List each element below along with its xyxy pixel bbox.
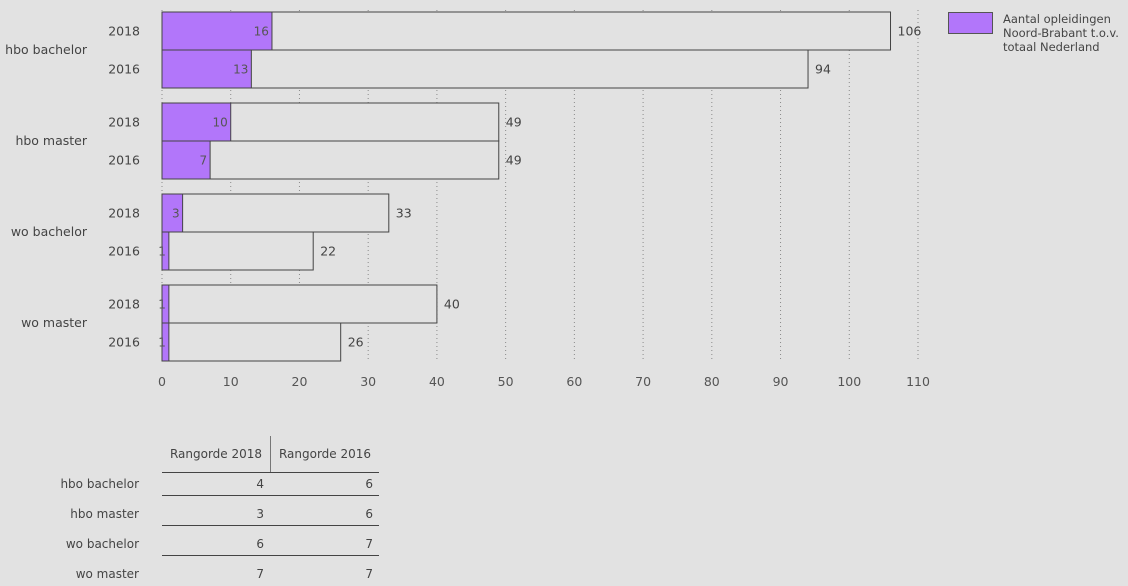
x-tick-label: 10 [223, 374, 239, 389]
part-value-label: 1 [158, 298, 166, 312]
year-label: 2016 [108, 153, 140, 168]
total-value-label: 49 [506, 153, 522, 168]
x-tick-label: 20 [292, 374, 308, 389]
rank-2016-value: 7 [365, 537, 373, 551]
x-tick-label: 70 [635, 374, 651, 389]
rank-row-label: hbo master [70, 507, 139, 521]
x-tick-label: 90 [773, 374, 789, 389]
part-bar [161, 102, 232, 142]
x-tick-label: 100 [837, 374, 861, 389]
total-value-label: 22 [320, 244, 336, 259]
rank-row-label: wo bachelor [65, 537, 139, 551]
year-label: 2016 [108, 335, 140, 350]
x-tick-label: 50 [498, 374, 514, 389]
rank-header-2018: Rangorde 2018 [162, 436, 271, 472]
part-value-label: 10 [212, 116, 227, 130]
rank-2018-value: 7 [256, 567, 264, 581]
rank-row: hbo master 3 6 [0, 502, 380, 526]
total-bar [161, 284, 438, 324]
row-divider [162, 495, 379, 496]
total-value-label: 49 [506, 115, 522, 130]
rank-header-2016: Rangorde 2016 [278, 447, 372, 461]
rank-2016-value: 7 [365, 567, 373, 581]
total-bar [161, 322, 342, 362]
group-label: wo master [21, 315, 88, 330]
part-bar [161, 49, 252, 89]
total-bar [161, 49, 809, 89]
x-tick-label: 80 [704, 374, 720, 389]
part-bar [161, 140, 211, 180]
row-divider [162, 555, 379, 556]
total-value-label: 94 [815, 62, 831, 77]
rank-row-label: wo master [75, 567, 139, 581]
rank-row-label: hbo bachelor [60, 477, 139, 491]
part-value-label: 1 [158, 336, 166, 350]
total-value-label: 40 [444, 297, 460, 312]
rank-2016-value: 6 [365, 477, 373, 491]
rank-table-top-rule [162, 472, 379, 473]
total-bar [161, 193, 390, 233]
group-label: wo bachelor [11, 224, 88, 239]
legend-label: Aantal opleidingen Noord-Brabant t.o.v. … [1003, 12, 1119, 54]
year-label: 2018 [108, 297, 140, 312]
part-value-label: 16 [254, 25, 269, 39]
rank-2018-value: 4 [256, 477, 264, 491]
part-value-label: 3 [172, 207, 180, 221]
rank-row: wo master 7 7 [0, 562, 380, 586]
part-bar [161, 231, 170, 271]
year-label: 2018 [108, 206, 140, 221]
year-label: 2018 [108, 115, 140, 130]
rank-2018-value: 6 [256, 537, 264, 551]
year-label: 2016 [108, 244, 140, 259]
year-label: 2018 [108, 24, 140, 39]
total-bar [161, 231, 314, 271]
part-bar [161, 322, 170, 362]
rank-2016-value: 6 [365, 507, 373, 521]
x-tick-label: 60 [566, 374, 582, 389]
total-bar [161, 140, 500, 180]
x-tick-label: 110 [906, 374, 930, 389]
legend-swatch [948, 12, 993, 34]
x-tick-label: 40 [429, 374, 445, 389]
rank-row: wo bachelor 6 7 [0, 532, 380, 556]
x-tick-label: 0 [158, 374, 166, 389]
group-label: hbo bachelor [5, 42, 88, 57]
total-bar [161, 11, 892, 51]
total-value-label: 26 [348, 335, 364, 350]
part-value-label: 13 [233, 63, 248, 77]
row-divider [162, 525, 379, 526]
legend: Aantal opleidingen Noord-Brabant t.o.v. … [948, 12, 1128, 54]
total-value-label: 106 [898, 24, 922, 39]
x-tick-label: 30 [360, 374, 376, 389]
group-label: hbo master [15, 133, 87, 148]
total-value-label: 33 [396, 206, 412, 221]
rank-2018-value: 3 [256, 507, 264, 521]
part-value-label: 7 [199, 154, 207, 168]
part-value-label: 1 [158, 245, 166, 259]
year-label: 2016 [108, 62, 140, 77]
rank-row: hbo bachelor 4 6 [0, 472, 380, 496]
